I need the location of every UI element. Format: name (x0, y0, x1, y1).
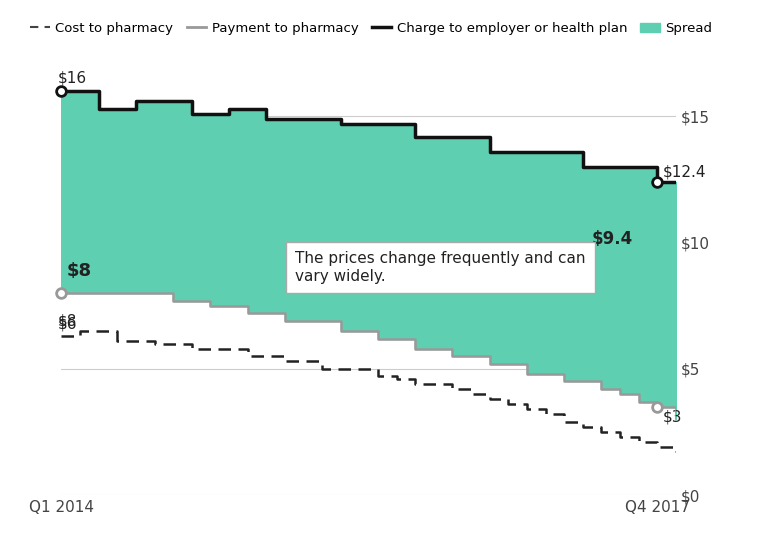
Text: $3: $3 (663, 409, 682, 425)
Text: $16: $16 (58, 71, 86, 86)
Text: $8: $8 (58, 314, 77, 329)
Text: The prices change frequently and can
vary widely.: The prices change frequently and can var… (295, 251, 585, 284)
Text: $6: $6 (58, 317, 77, 332)
Text: $8: $8 (67, 262, 92, 280)
Text: $9.4: $9.4 (592, 230, 634, 248)
Text: $12.4: $12.4 (663, 164, 707, 179)
Legend: Cost to pharmacy, Payment to pharmacy, Charge to employer or health plan, Spread: Cost to pharmacy, Payment to pharmacy, C… (25, 17, 717, 40)
